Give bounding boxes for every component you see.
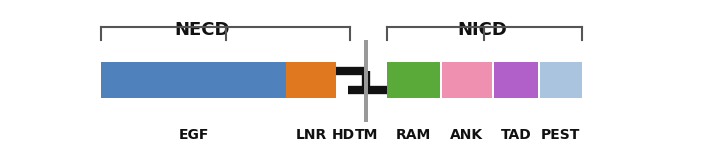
- FancyBboxPatch shape: [101, 62, 286, 98]
- Text: NECD: NECD: [175, 21, 230, 39]
- Text: RAM: RAM: [396, 128, 431, 143]
- Text: NICD: NICD: [457, 21, 507, 39]
- FancyBboxPatch shape: [387, 62, 440, 98]
- FancyBboxPatch shape: [442, 62, 492, 98]
- Text: TM: TM: [355, 128, 378, 143]
- FancyBboxPatch shape: [494, 62, 539, 98]
- Text: PEST: PEST: [542, 128, 580, 143]
- FancyBboxPatch shape: [540, 62, 582, 98]
- FancyBboxPatch shape: [286, 62, 336, 98]
- FancyBboxPatch shape: [365, 40, 367, 122]
- Text: HD: HD: [331, 128, 355, 143]
- Text: EGF: EGF: [178, 128, 209, 143]
- Text: TAD: TAD: [500, 128, 531, 143]
- Text: LNR: LNR: [295, 128, 327, 143]
- Text: ANK: ANK: [451, 128, 484, 143]
